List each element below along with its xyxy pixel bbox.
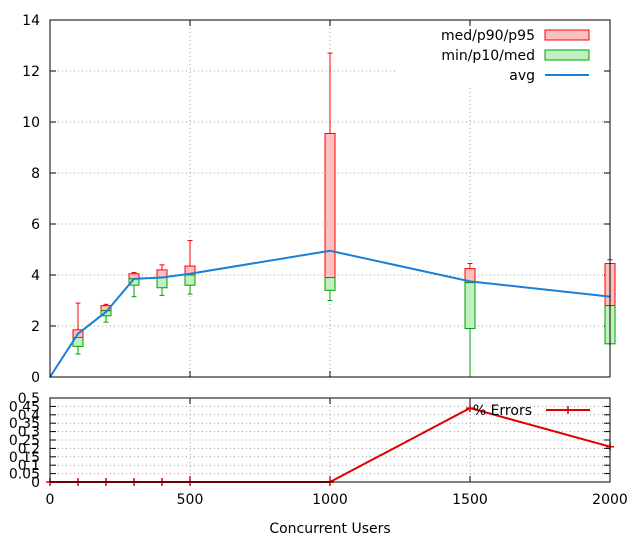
- y-tick-label: 0.15: [9, 450, 40, 466]
- box-group: [128, 271, 140, 298]
- errors-point: [466, 404, 474, 413]
- y-tick-label: 10: [22, 115, 40, 131]
- avg-point: [469, 280, 471, 283]
- x-tick-label: 0: [46, 492, 55, 508]
- legend-label: % Errors: [473, 403, 532, 419]
- lower-box: [324, 277, 336, 291]
- y-tick-label: 0.5: [18, 391, 40, 407]
- box-group: [72, 302, 84, 355]
- legend-swatch: [544, 49, 590, 61]
- legend-label: avg: [509, 68, 535, 84]
- legend-label: med/p90/p95: [441, 28, 535, 44]
- x-tick-label: 2000: [592, 492, 628, 508]
- avg-point: [189, 272, 191, 275]
- avg-point: [77, 332, 79, 335]
- avg-point: [329, 249, 331, 252]
- y-tick-label: 0.1: [18, 458, 40, 474]
- y-tick-label: 6: [31, 217, 40, 233]
- x-tick-label: 1000: [312, 492, 348, 508]
- box-group: [156, 264, 168, 296]
- y-tick-label: 4: [31, 268, 40, 284]
- latency-panel: 0 2 4 6 8 10 12 14 med/p90/p95 min/p10/med avg: [22, 13, 616, 386]
- legend-label: min/p10/med: [441, 48, 535, 64]
- x-tick-label: 500: [177, 492, 204, 508]
- lower-box: [184, 274, 196, 286]
- legend-swatch: [544, 29, 590, 41]
- y-tick-label: 2: [31, 319, 40, 335]
- box-group: [184, 240, 196, 295]
- y-tick-label: 0.35: [9, 416, 40, 432]
- y-tick-label: 0.2: [18, 441, 40, 457]
- avg-point: [105, 311, 107, 313]
- avg-point: [133, 278, 135, 280]
- y-tick-label: 0.05: [9, 467, 40, 483]
- x-tick-label: 1500: [452, 492, 488, 508]
- y-tick-label: 0.4: [18, 408, 40, 424]
- upper-box: [324, 132, 336, 279]
- plot-frame: [49, 19, 611, 378]
- box-group: [324, 52, 336, 301]
- x-axis-label: Concurrent Users: [269, 521, 390, 537]
- y-tick-label: 0: [31, 370, 40, 386]
- errors-panel: 00.050.10.150.20.250.30.350.40.450.50 500…: [9, 391, 628, 508]
- box-group: [464, 263, 476, 378]
- y-tick-label: 0: [31, 475, 40, 491]
- y-tick-label: 0.25: [9, 433, 40, 449]
- lower-box: [156, 277, 168, 289]
- y-tick-label: 0.3: [18, 425, 40, 441]
- y-tick-label: 8: [31, 166, 40, 182]
- plot-frame: [49, 397, 611, 483]
- avg-point: [161, 276, 163, 279]
- y-tick-label: 12: [22, 64, 40, 80]
- lower-box: [464, 282, 476, 330]
- y-tick-label: 14: [22, 13, 40, 29]
- y-tick-label: 0.45: [9, 399, 40, 415]
